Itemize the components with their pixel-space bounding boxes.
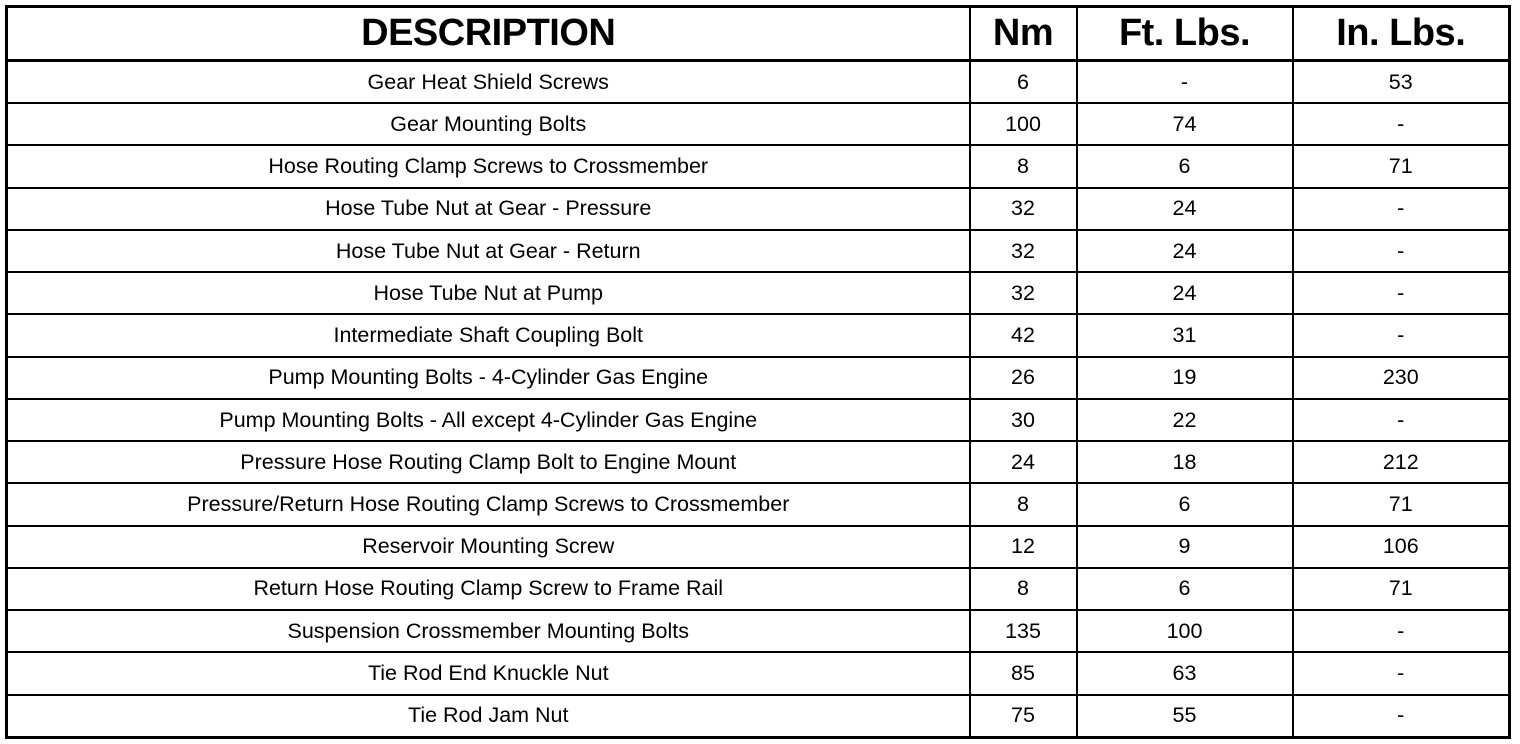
nm-cell: 6 <box>968 59 1078 105</box>
in-lbs-cell: - <box>1291 651 1511 696</box>
in-lbs-cell: 230 <box>1291 355 1511 400</box>
ft-lbs-cell: 6 <box>1075 144 1294 189</box>
table-row: Intermediate Shaft Coupling Bolt 42 31- <box>5 313 1511 358</box>
table-row: Pump Mounting Bolts - 4-Cylinder Gas Eng… <box>5 355 1511 400</box>
table-row: Hose Tube Nut at Gear - Pressure 32 24- <box>5 186 1511 231</box>
table-row: Hose Routing Clamp Screws to Crossmember… <box>5 144 1511 189</box>
table-row: Suspension Crossmember Mounting Bolts 135… <box>5 609 1511 654</box>
ft-lbs-cell: 22 <box>1075 397 1294 443</box>
torque-specifications-table: DESCRIPTION Nm Ft. Lbs. In. Lbs. Gear He… <box>5 5 1511 739</box>
table-row: Return Hose Routing Clamp Screw to Frame… <box>5 566 1511 612</box>
description-cell: Pressure/Return Hose Routing Clamp Screw… <box>5 482 971 527</box>
nm-cell: 24 <box>968 440 1078 485</box>
table-row: Hose Tube Nut at Gear - Return 32 24- <box>5 228 1511 274</box>
header-nm: Nm <box>968 5 1078 62</box>
description-cell: Reservoir Mounting Screw <box>5 524 971 569</box>
description-cell: Intermediate Shaft Coupling Bolt <box>5 313 971 358</box>
header-in-lbs: In. Lbs. <box>1291 5 1511 62</box>
ft-lbs-cell: 24 <box>1075 271 1294 316</box>
nm-cell: 8 <box>968 482 1078 527</box>
header-ft-lbs: Ft. Lbs. <box>1075 5 1294 62</box>
nm-cell: 30 <box>968 397 1078 443</box>
ft-lbs-cell: 6 <box>1075 482 1294 527</box>
ft-lbs-cell: 100 <box>1075 609 1294 654</box>
description-cell: Pump Mounting Bolts - 4-Cylinder Gas Eng… <box>5 355 971 400</box>
nm-cell: 26 <box>968 355 1078 400</box>
in-lbs-cell: - <box>1291 186 1511 231</box>
in-lbs-cell: 71 <box>1291 566 1511 612</box>
description-cell: Return Hose Routing Clamp Screw to Frame… <box>5 566 971 612</box>
in-lbs-cell: 212 <box>1291 440 1511 485</box>
nm-cell: 75 <box>968 693 1078 739</box>
table-row: Reservoir Mounting Screw 12 9 106 <box>5 524 1511 569</box>
ft-lbs-cell: - <box>1075 59 1294 105</box>
ft-lbs-cell: 19 <box>1075 355 1294 400</box>
in-lbs-cell: - <box>1291 271 1511 316</box>
description-cell: Tie Rod End Knuckle Nut <box>5 651 971 696</box>
nm-cell: 85 <box>968 651 1078 696</box>
table-row: Gear Heat Shield Screws 6-53 <box>5 59 1511 105</box>
nm-cell: 8 <box>968 566 1078 612</box>
ft-lbs-cell: 63 <box>1075 651 1294 696</box>
in-lbs-cell: - <box>1291 102 1511 147</box>
description-cell: Gear Heat Shield Screws <box>5 59 971 105</box>
description-cell: Hose Tube Nut at Gear - Pressure <box>5 186 971 231</box>
ft-lbs-cell: 18 <box>1075 440 1294 485</box>
ft-lbs-cell: 6 <box>1075 566 1294 612</box>
in-lbs-cell: 106 <box>1291 524 1511 569</box>
table-row: Pressure Hose Routing Clamp Bolt to Engi… <box>5 440 1511 485</box>
table-row: Pump Mounting Bolts - All except 4-Cylin… <box>5 397 1511 443</box>
in-lbs-cell: 53 <box>1291 59 1511 105</box>
in-lbs-cell: - <box>1291 693 1511 739</box>
nm-cell: 12 <box>968 524 1078 569</box>
in-lbs-cell: - <box>1291 228 1511 274</box>
description-cell: Hose Tube Nut at Gear - Return <box>5 228 971 274</box>
table-row: Gear Mounting Bolts 100 74- <box>5 102 1511 147</box>
description-cell: Gear Mounting Bolts <box>5 102 971 147</box>
description-cell: Suspension Crossmember Mounting Bolts <box>5 609 971 654</box>
in-lbs-cell: - <box>1291 313 1511 358</box>
nm-cell: 8 <box>968 144 1078 189</box>
table-row: Hose Tube Nut at Pump 32 24- <box>5 271 1511 316</box>
nm-cell: 100 <box>968 102 1078 147</box>
description-cell: Pressure Hose Routing Clamp Bolt to Engi… <box>5 440 971 485</box>
ft-lbs-cell: 24 <box>1075 228 1294 274</box>
nm-cell: 32 <box>968 271 1078 316</box>
ft-lbs-cell: 24 <box>1075 186 1294 231</box>
header-description: DESCRIPTION <box>5 5 971 62</box>
table-row: Tie Rod Jam Nut 75 55- <box>5 693 1511 739</box>
ft-lbs-cell: 55 <box>1075 693 1294 739</box>
in-lbs-cell: 71 <box>1291 144 1511 189</box>
table-row: Tie Rod End Knuckle Nut 85 63- <box>5 651 1511 696</box>
nm-cell: 32 <box>968 228 1078 274</box>
description-cell: Pump Mounting Bolts - All except 4-Cylin… <box>5 397 971 443</box>
ft-lbs-cell: 9 <box>1075 524 1294 569</box>
in-lbs-cell: 71 <box>1291 482 1511 527</box>
nm-cell: 32 <box>968 186 1078 231</box>
header-row: DESCRIPTION Nm Ft. Lbs. In. Lbs. <box>5 5 1511 62</box>
in-lbs-cell: - <box>1291 397 1511 443</box>
in-lbs-cell: - <box>1291 609 1511 654</box>
nm-cell: 42 <box>968 313 1078 358</box>
description-cell: Tie Rod Jam Nut <box>5 693 971 739</box>
description-cell: Hose Tube Nut at Pump <box>5 271 971 316</box>
ft-lbs-cell: 74 <box>1075 102 1294 147</box>
nm-cell: 135 <box>968 609 1078 654</box>
ft-lbs-cell: 31 <box>1075 313 1294 358</box>
description-cell: Hose Routing Clamp Screws to Crossmember <box>5 144 971 189</box>
table-row: Pressure/Return Hose Routing Clamp Screw… <box>5 482 1511 527</box>
